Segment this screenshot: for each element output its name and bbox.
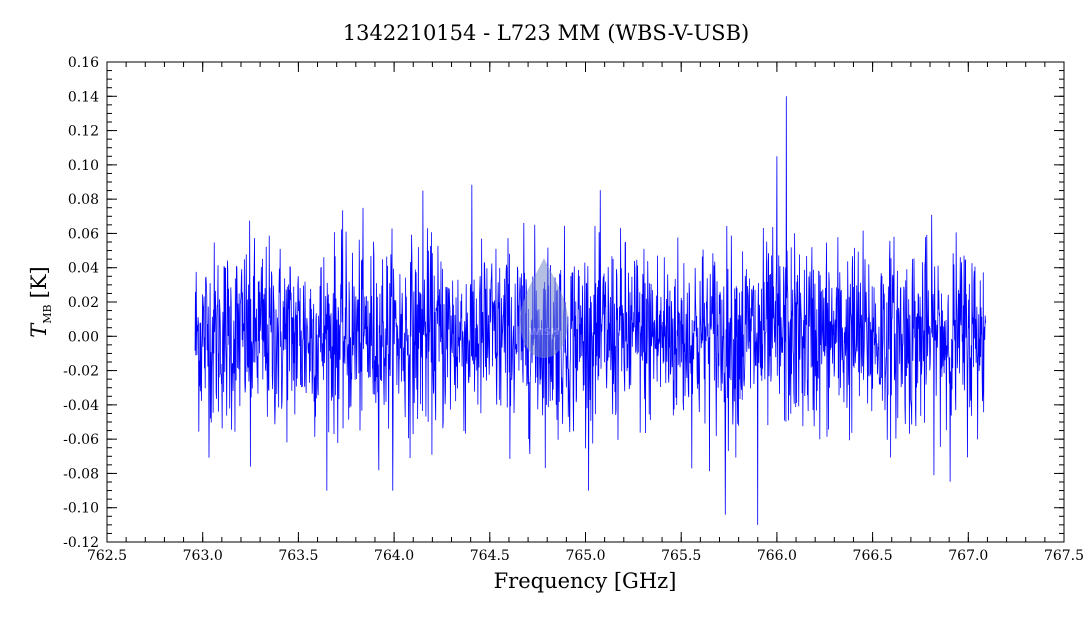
y-tick-label: -0.02 (63, 364, 99, 380)
y-tick-label: 0.08 (68, 192, 99, 208)
y-tick-label: 0.06 (68, 226, 99, 242)
spectrum-line (194, 96, 986, 525)
y-tick-label: 0.00 (68, 329, 99, 345)
y-tick-label: -0.10 (63, 501, 99, 517)
y-axis-subscript: MB (41, 304, 54, 323)
y-tick-label: 0.12 (68, 124, 99, 140)
x-tick-label: 766.5 (853, 548, 893, 564)
plot-area: WISH 762.5 763.0 763.5 764.0 764.5 765.0 765.5… (63, 55, 1084, 564)
y-tick-label: -0.12 (63, 535, 99, 551)
y-tick-label: 0.10 (68, 158, 99, 174)
x-axis-label: Frequency [GHz] (494, 569, 677, 593)
watermark-drop-icon (520, 258, 568, 358)
x-tick-label: 763.0 (183, 548, 223, 564)
svg-text:TMB[K]: TMB [K] (27, 266, 54, 337)
x-tick-label: 764.5 (470, 548, 510, 564)
spectrum-series (194, 96, 986, 525)
y-tick-label: -0.08 (63, 466, 99, 482)
x-tick-label: 762.5 (87, 548, 127, 564)
x-tick-label: 763.5 (278, 548, 318, 564)
y-tick-label: 0.02 (68, 295, 99, 311)
y-axis-ticks: 0.16 0.14 0.12 0.10 0.08 0.06 0.04 0.02 0.00 -0.0… (63, 55, 1064, 551)
y-axis-unit: [K] (27, 266, 51, 298)
x-tick-label: 767.5 (1044, 548, 1084, 564)
y-tick-label: -0.06 (63, 432, 99, 448)
x-tick-label: 765.5 (661, 548, 701, 564)
x-axis-ticks: 762.5 763.0 763.5 764.0 764.5 765.0 765.5 766.0… (87, 62, 1084, 564)
y-tick-label: 0.16 (68, 55, 99, 71)
watermark: WISH (520, 258, 568, 358)
y-axis-label: TMB [K] (27, 266, 54, 337)
chart-title: 1342210154 - L723 MM (WBS-V-USB) (343, 21, 749, 45)
y-axis-symbol: T (27, 322, 51, 338)
y-tick-label: 0.04 (68, 261, 99, 277)
x-tick-label: 767.0 (948, 548, 988, 564)
x-tick-label: 764.0 (374, 548, 414, 564)
y-tick-label: 0.14 (68, 89, 99, 105)
y-tick-label: -0.04 (63, 398, 99, 414)
x-tick-label: 766.0 (757, 548, 797, 564)
x-tick-label: 765.0 (565, 548, 605, 564)
watermark-text: WISH (529, 327, 559, 338)
